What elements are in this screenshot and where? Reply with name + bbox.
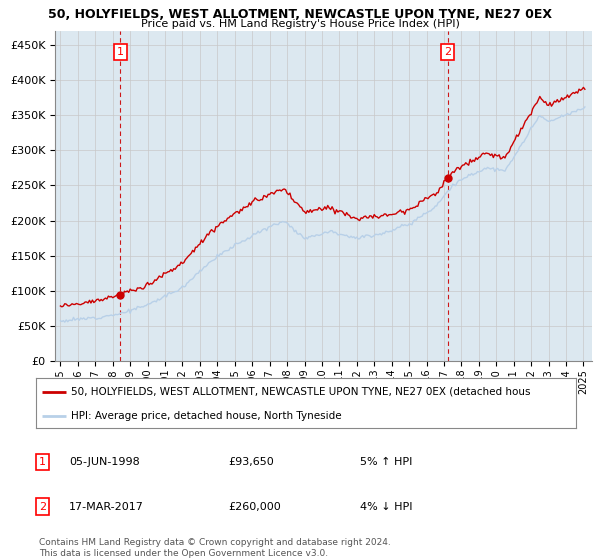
Text: HPI: Average price, detached house, North Tyneside: HPI: Average price, detached house, Nort… (71, 411, 342, 421)
Text: 2: 2 (39, 502, 46, 512)
Text: 17-MAR-2017: 17-MAR-2017 (69, 502, 144, 512)
Text: 1: 1 (39, 457, 46, 467)
Text: £260,000: £260,000 (228, 502, 281, 512)
Text: 5% ↑ HPI: 5% ↑ HPI (360, 457, 412, 467)
Text: 2: 2 (444, 47, 451, 57)
Text: 1: 1 (117, 47, 124, 57)
Text: 05-JUN-1998: 05-JUN-1998 (69, 457, 140, 467)
Text: Contains HM Land Registry data © Crown copyright and database right 2024.: Contains HM Land Registry data © Crown c… (39, 538, 391, 547)
Text: £93,650: £93,650 (228, 457, 274, 467)
Text: This data is licensed under the Open Government Licence v3.0.: This data is licensed under the Open Gov… (39, 549, 328, 558)
Text: 4% ↓ HPI: 4% ↓ HPI (360, 502, 413, 512)
Text: 50, HOLYFIELDS, WEST ALLOTMENT, NEWCASTLE UPON TYNE, NE27 0EX (detached hous: 50, HOLYFIELDS, WEST ALLOTMENT, NEWCASTL… (71, 386, 530, 396)
Text: Price paid vs. HM Land Registry's House Price Index (HPI): Price paid vs. HM Land Registry's House … (140, 19, 460, 29)
Text: 50, HOLYFIELDS, WEST ALLOTMENT, NEWCASTLE UPON TYNE, NE27 0EX: 50, HOLYFIELDS, WEST ALLOTMENT, NEWCASTL… (48, 8, 552, 21)
